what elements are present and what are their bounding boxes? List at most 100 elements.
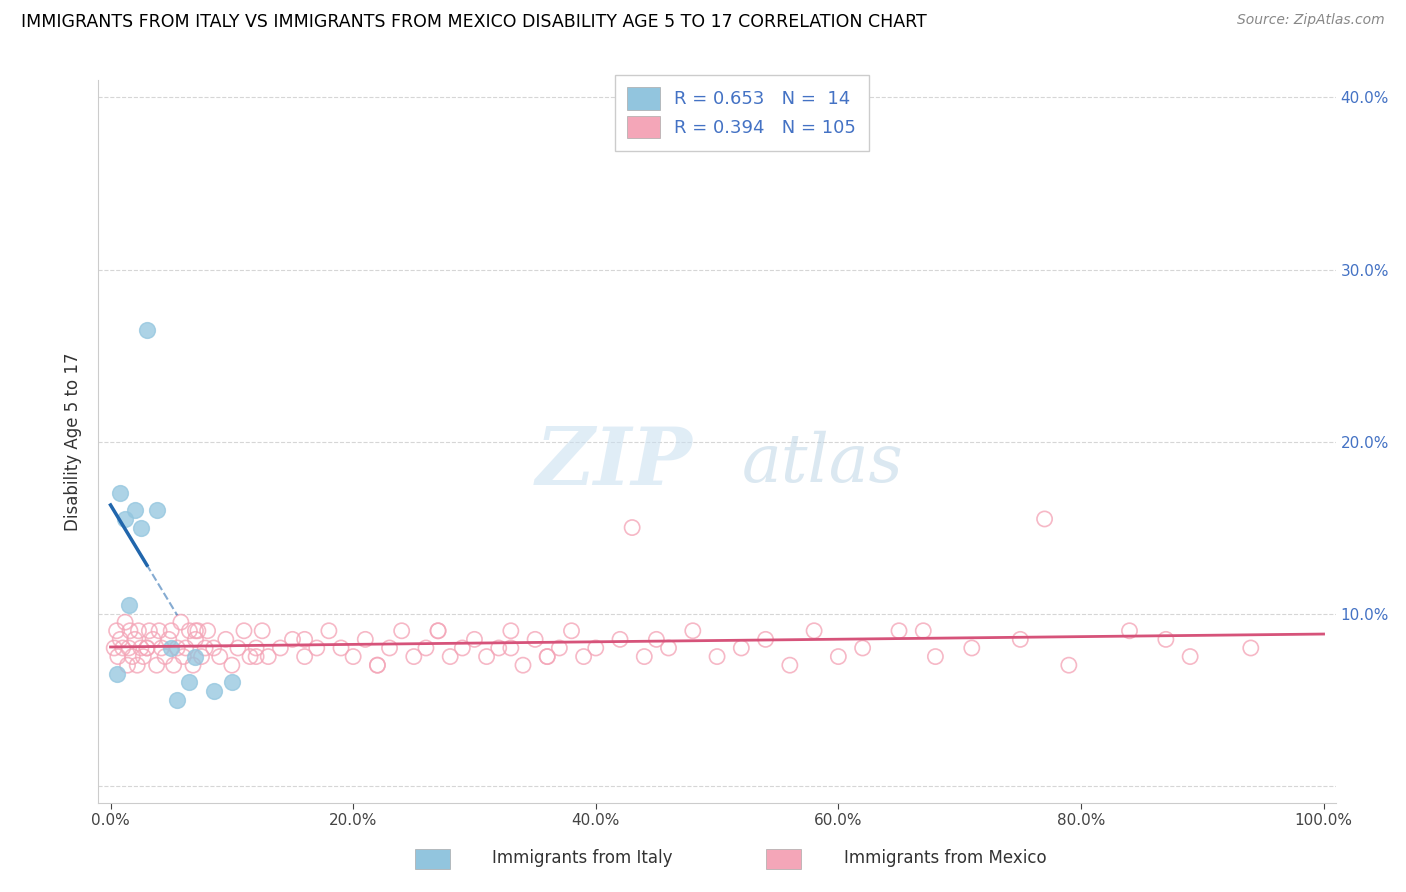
Point <box>827 649 849 664</box>
Point <box>402 649 425 664</box>
Point <box>160 640 183 655</box>
Point <box>197 624 219 638</box>
Point <box>269 640 291 655</box>
Point <box>202 640 225 655</box>
Point <box>184 632 207 647</box>
Point <box>1057 658 1080 673</box>
Point <box>1010 632 1032 647</box>
Point <box>585 640 607 655</box>
Point <box>560 624 582 638</box>
Point <box>190 649 212 664</box>
Point <box>548 640 571 655</box>
Point <box>645 632 668 647</box>
Point <box>202 684 225 698</box>
Point <box>166 640 188 655</box>
Point <box>852 640 875 655</box>
Point <box>187 624 209 638</box>
Point <box>118 598 141 612</box>
Point <box>499 624 522 638</box>
Point <box>142 632 165 647</box>
Point <box>250 624 273 638</box>
Point <box>148 624 170 638</box>
Point <box>221 675 243 690</box>
Point <box>621 520 644 534</box>
Point <box>912 624 935 638</box>
Point <box>378 640 401 655</box>
Point <box>463 632 485 647</box>
Point <box>887 624 910 638</box>
Point <box>391 624 413 638</box>
Point <box>138 624 160 638</box>
Point <box>257 649 280 664</box>
Point <box>609 632 631 647</box>
Point <box>572 649 595 664</box>
Point <box>194 640 217 655</box>
Point <box>127 624 149 638</box>
Point <box>245 640 267 655</box>
Point <box>208 649 231 664</box>
Point <box>103 640 125 655</box>
Point <box>174 640 197 655</box>
Point <box>415 640 437 655</box>
Point <box>536 649 558 664</box>
Point <box>512 658 534 673</box>
Point <box>803 624 825 638</box>
Point <box>779 658 801 673</box>
Point <box>114 512 136 526</box>
Point <box>294 649 316 664</box>
Point <box>184 649 207 664</box>
Point <box>179 624 201 638</box>
Point <box>107 649 129 664</box>
Point <box>160 624 183 638</box>
Point <box>1178 649 1201 664</box>
Point <box>330 640 353 655</box>
Point <box>215 632 238 647</box>
Point <box>117 658 139 673</box>
Legend: R = 0.653   N =  14, R = 0.394   N = 105: R = 0.653 N = 14, R = 0.394 N = 105 <box>614 75 869 151</box>
Point <box>755 632 778 647</box>
Point <box>366 658 388 673</box>
Point <box>488 640 510 655</box>
Point <box>1118 624 1140 638</box>
Point <box>960 640 983 655</box>
Point <box>1033 512 1056 526</box>
Point <box>706 649 728 664</box>
Point <box>233 624 256 638</box>
Point <box>170 615 193 630</box>
Point <box>633 649 655 664</box>
Text: Immigrants from Italy: Immigrants from Italy <box>492 849 672 867</box>
Point <box>226 640 249 655</box>
Point <box>105 624 128 638</box>
Point <box>657 640 679 655</box>
Y-axis label: Disability Age 5 to 17: Disability Age 5 to 17 <box>65 352 83 531</box>
Point <box>136 640 159 655</box>
Point <box>129 640 152 655</box>
Point <box>157 632 180 647</box>
Point <box>1154 632 1177 647</box>
Point <box>536 649 558 664</box>
Point <box>118 640 141 655</box>
Point <box>118 624 141 638</box>
Point <box>245 649 267 664</box>
Point <box>153 649 176 664</box>
Point <box>172 649 194 664</box>
Text: atlas: atlas <box>742 431 904 496</box>
Point <box>451 640 474 655</box>
Point <box>427 624 450 638</box>
Point <box>1240 640 1263 655</box>
Point <box>145 658 167 673</box>
Point <box>114 615 136 630</box>
Point <box>124 503 146 517</box>
Point <box>281 632 304 647</box>
Point <box>924 649 946 664</box>
Point <box>342 649 364 664</box>
Point <box>136 323 159 337</box>
Point <box>439 649 461 664</box>
Point <box>354 632 377 647</box>
Point <box>730 640 752 655</box>
Point <box>221 658 243 673</box>
Point <box>132 649 155 664</box>
Point <box>121 649 143 664</box>
Point <box>475 649 498 664</box>
Point <box>110 486 132 500</box>
